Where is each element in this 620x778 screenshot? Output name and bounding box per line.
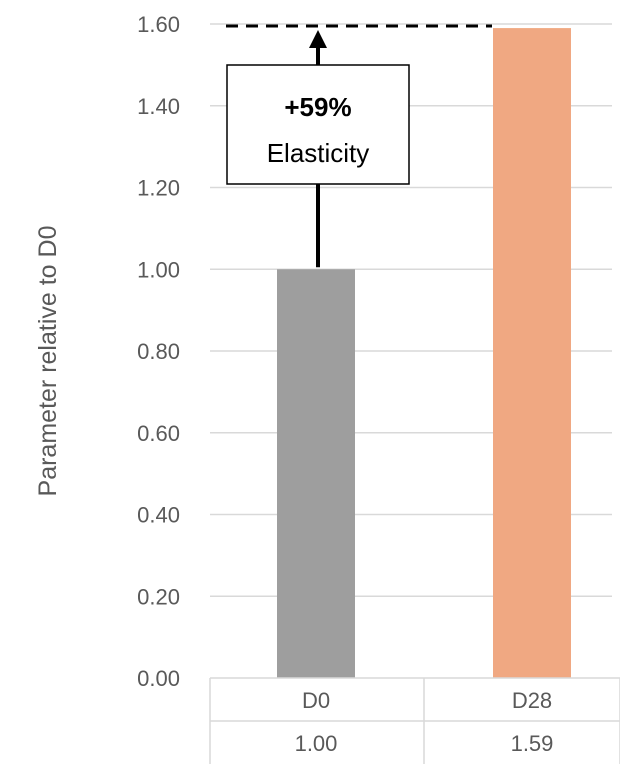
y-tick-label: 0.20 (137, 584, 180, 609)
y-tick-label: 0.80 (137, 339, 180, 364)
annotation: +59% Elasticity (226, 24, 492, 268)
y-tick-label: 1.60 (137, 12, 180, 37)
y-tick-label: 1.20 (137, 176, 180, 201)
arrow-head-icon (309, 30, 327, 48)
bars (277, 28, 571, 678)
y-tick-label: 0.00 (137, 666, 180, 691)
category-label: D0 (302, 688, 330, 713)
y-tick-label: 1.00 (137, 257, 180, 282)
category-label: D28 (512, 688, 552, 713)
y-tick-labels: 0.00 0.20 0.40 0.60 0.80 1.00 1.20 1.40 1.60 (137, 12, 180, 691)
annotation-label: Elasticity (267, 138, 370, 168)
annotation-box (226, 64, 410, 185)
annotation-percentage: +59% (284, 92, 351, 122)
data-table: D0 1.00 D28 1.59 (209, 677, 620, 764)
bar-d28 (493, 28, 571, 678)
y-axis-label: Parameter relative to D0 (34, 226, 62, 497)
value-label: 1.59 (511, 731, 554, 756)
y-tick-label: 1.40 (137, 94, 180, 119)
value-label: 1.00 (295, 731, 338, 756)
bar-d0 (277, 269, 355, 678)
y-tick-label: 0.60 (137, 421, 180, 446)
y-tick-label: 0.40 (137, 503, 180, 528)
